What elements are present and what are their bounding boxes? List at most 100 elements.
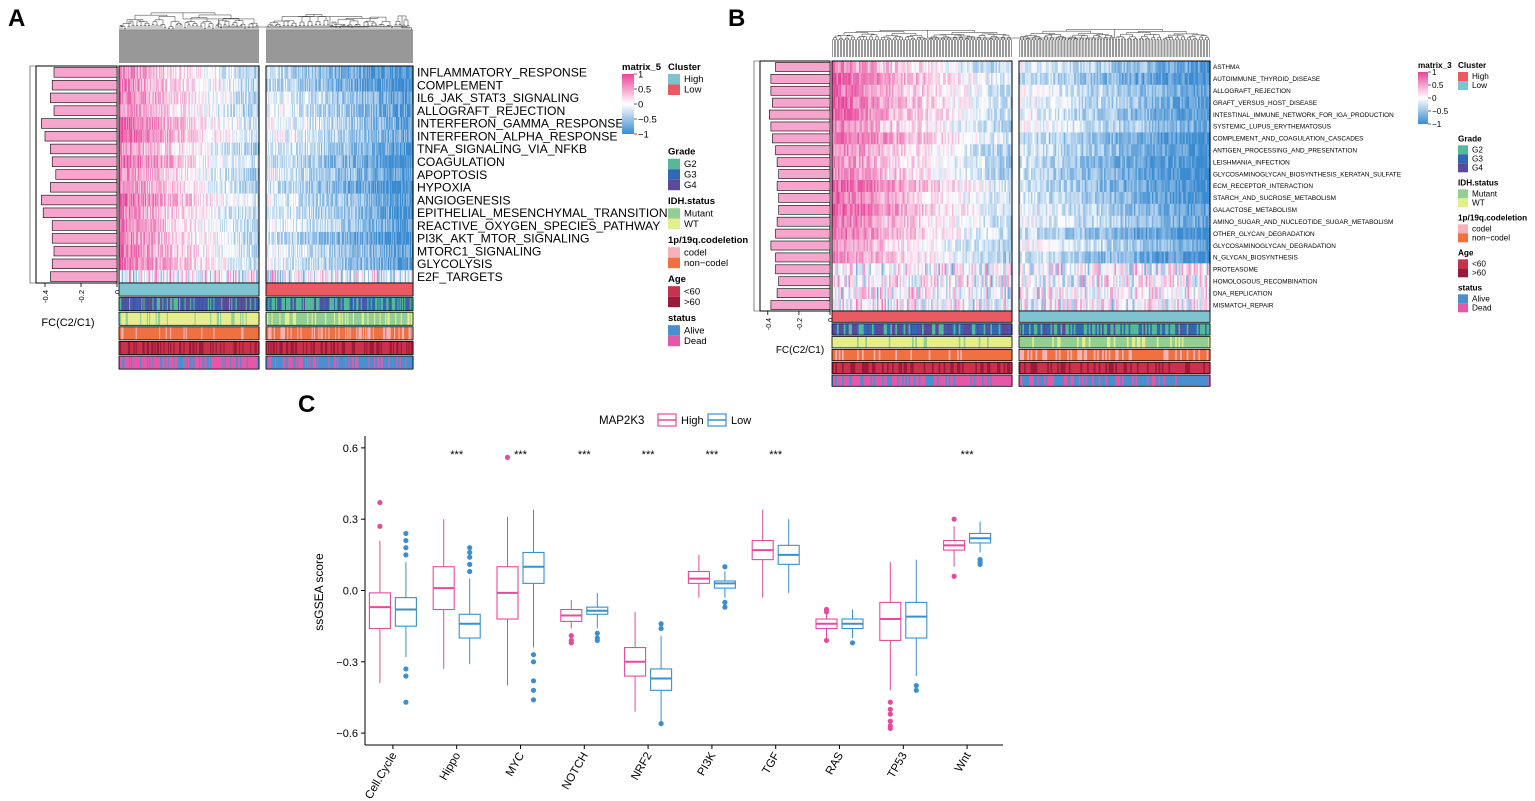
- heat-cell: [249, 244, 251, 259]
- heat-cell: [134, 91, 136, 105]
- heat-cell: [253, 117, 255, 131]
- heat-cell: [134, 129, 136, 144]
- heat-cell: [192, 168, 194, 182]
- heat-cell: [206, 206, 208, 220]
- heat-cell: [186, 257, 188, 271]
- heat-cell: [301, 66, 303, 80]
- heat-cell: [316, 257, 318, 271]
- heat-cell: [287, 257, 289, 271]
- heat-cell: [317, 257, 319, 271]
- heat-cell: [284, 219, 286, 233]
- heat-cell: [246, 91, 248, 105]
- heat-cell: [402, 168, 404, 182]
- heat-cell: [303, 78, 305, 93]
- heat-cell: [214, 117, 216, 131]
- heat-cell: [266, 193, 268, 208]
- heat-cell: [313, 91, 315, 105]
- heat-cell: [212, 117, 214, 131]
- heat-cell: [365, 270, 367, 284]
- heat-cell: [407, 104, 409, 118]
- heat-cell: [352, 155, 354, 169]
- heat-cell: [137, 168, 139, 182]
- heat-cell: [133, 129, 135, 144]
- heat-cell: [346, 104, 348, 118]
- heat-cell: [254, 155, 256, 169]
- heat-cell: [235, 180, 237, 195]
- heat-cell: [122, 78, 124, 93]
- heat-cell: [173, 270, 175, 284]
- heat-cell: [369, 257, 371, 271]
- heat-cell: [237, 180, 239, 195]
- heat-cell: [153, 257, 155, 271]
- heat-cell: [326, 91, 328, 105]
- heat-cell: [394, 180, 396, 195]
- heat-cell: [257, 142, 259, 156]
- heat-cell: [176, 270, 178, 284]
- heat-cell: [362, 244, 364, 259]
- heat-cell: [363, 206, 365, 220]
- heat-cell: [381, 257, 383, 271]
- heat-cell: [216, 155, 218, 169]
- heat-cell: [245, 129, 247, 144]
- heat-cell: [141, 257, 143, 271]
- heat-cell: [221, 193, 223, 208]
- heat-cell: [220, 155, 222, 169]
- heat-cell: [344, 117, 346, 131]
- heat-cell: [288, 257, 290, 271]
- heat-cell: [318, 257, 320, 271]
- heat-cell: [338, 180, 340, 195]
- heat-cell: [344, 231, 346, 246]
- heat-cell: [129, 180, 131, 195]
- heat-cell: [199, 257, 201, 271]
- heat-cell: [327, 168, 329, 182]
- heat-cell: [356, 78, 358, 93]
- heat-cell: [191, 244, 193, 259]
- heat-cell: [256, 231, 258, 246]
- heat-cell: [360, 231, 362, 246]
- heat-cell: [172, 244, 174, 259]
- heat-cell: [221, 270, 223, 284]
- heat-cell: [307, 270, 309, 284]
- heat-cell: [309, 117, 311, 131]
- heat-cell: [285, 91, 287, 105]
- heat-cell: [340, 78, 342, 93]
- heat-cell: [387, 180, 389, 195]
- heat-cell: [122, 142, 124, 156]
- heat-cell: [341, 219, 343, 233]
- heat-cell: [395, 66, 397, 80]
- dendrogram-branch: [149, 29, 151, 63]
- heat-cell: [162, 257, 164, 271]
- heat-cell: [356, 117, 358, 131]
- heat-cell: [314, 142, 316, 156]
- heat-cell: [250, 231, 252, 246]
- heat-cell: [246, 155, 248, 169]
- heat-cell: [160, 117, 162, 131]
- heat-cell: [210, 193, 212, 208]
- heat-cell: [230, 206, 232, 220]
- heat-cell: [355, 206, 357, 220]
- heat-cell: [213, 66, 215, 80]
- heat-cell: [193, 270, 195, 284]
- heat-cell: [220, 66, 222, 80]
- heat-cell: [216, 142, 218, 156]
- heat-cell: [287, 244, 289, 259]
- heat-cell: [237, 117, 239, 131]
- heat-cell: [253, 219, 255, 233]
- heat-cell: [219, 180, 221, 195]
- heat-cell: [180, 270, 182, 284]
- heat-cell: [121, 78, 123, 93]
- heat-cell: [208, 78, 210, 93]
- heat-cell: [157, 142, 159, 156]
- heat-cell: [329, 168, 331, 182]
- heat-cell: [120, 117, 122, 131]
- heat-cell: [310, 231, 312, 246]
- heat-cell: [400, 117, 402, 131]
- heat-cell: [219, 168, 221, 182]
- heat-cell: [306, 91, 308, 105]
- dendrogram-branch: [185, 29, 187, 63]
- heat-cell: [158, 219, 160, 233]
- heat-cell: [331, 78, 333, 93]
- heat-cell: [271, 155, 273, 169]
- heat-cell: [290, 193, 292, 208]
- heat-cell: [167, 231, 169, 246]
